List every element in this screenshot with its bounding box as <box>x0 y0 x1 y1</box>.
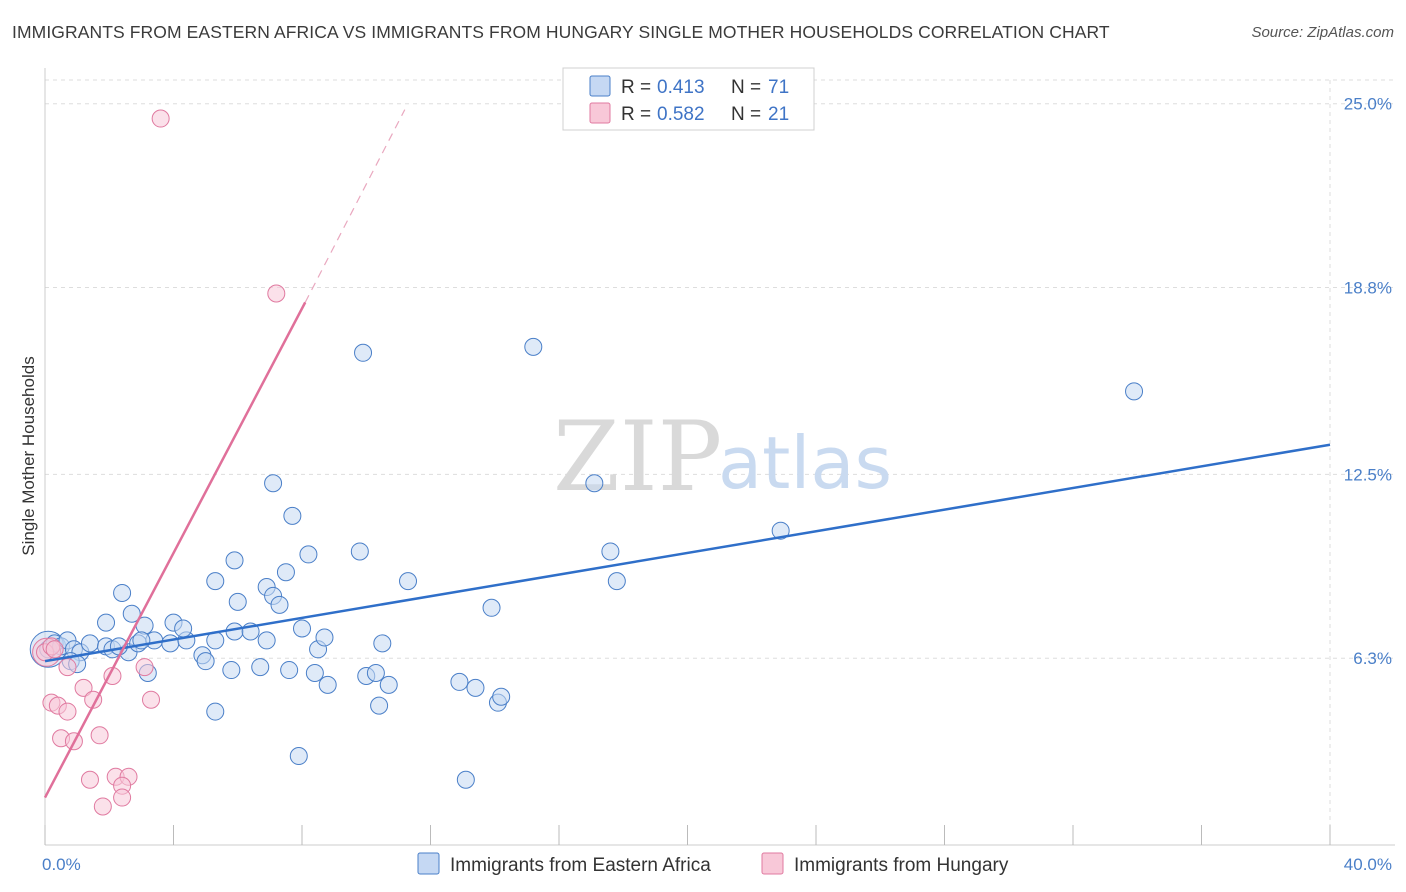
data-point-1-17 <box>113 788 132 807</box>
data-point-0-60 <box>771 521 790 540</box>
data-point-0-25 <box>318 675 337 694</box>
data-point-0-65 <box>450 672 469 691</box>
data-point-0-47 <box>399 572 418 591</box>
trend-line-hungary-extension <box>304 109 406 303</box>
data-point-0-54 <box>283 506 302 525</box>
trend-line-hungary <box>43 301 307 799</box>
legend-swatch-blue <box>589 75 611 97</box>
data-point-0-55 <box>354 343 373 362</box>
chart-title: IMMIGRANTS FROM EASTERN AFRICA VS IMMIGR… <box>12 22 1110 42</box>
y-tick-label-2: 18.8% <box>1344 279 1392 298</box>
data-point-0-68 <box>289 747 308 766</box>
data-point-1-4 <box>74 678 93 697</box>
data-point-0-58 <box>601 542 620 561</box>
correlation-legend: R = 0.413 N = 71 R = 0.582 N = 21 <box>562 67 815 131</box>
watermark-zip: ZIP <box>553 401 722 513</box>
data-point-0-28 <box>379 675 398 694</box>
data-point-0-46 <box>350 542 369 561</box>
x-tick-labels: 0.0% 40.0% <box>42 855 1392 874</box>
data-point-0-70 <box>456 770 475 789</box>
data-point-0-41 <box>206 572 225 591</box>
data-point-1-22 <box>267 284 286 303</box>
y-axis-label: Single Mother Households <box>19 356 38 555</box>
data-point-1-19 <box>135 658 154 677</box>
legend-n-label-blue: N = <box>731 77 761 98</box>
data-point-0-34 <box>225 622 244 641</box>
legend-n-value-pink: 21 <box>768 104 789 125</box>
data-point-0-69 <box>370 696 389 715</box>
bottom-legend-swatch-blue <box>417 852 440 875</box>
data-point-0-38 <box>270 595 289 614</box>
data-point-0-57 <box>585 474 604 493</box>
data-point-0-48 <box>373 634 392 653</box>
bottom-legend-label-pink: Immigrants from Hungary <box>794 855 1009 876</box>
data-point-1-20 <box>142 690 161 709</box>
data-point-0-14 <box>161 634 180 653</box>
data-point-1-2 <box>45 640 64 659</box>
trend-line-eastern-africa <box>44 443 1331 663</box>
data-point-0-29 <box>113 583 132 602</box>
data-point-1-9 <box>58 702 77 721</box>
x-tick-label-1: 40.0% <box>1344 855 1392 874</box>
data-point-0-61 <box>1125 382 1144 401</box>
source-label: Source: ZipAtlas.com <box>1251 24 1394 41</box>
data-point-0-59 <box>607 572 626 591</box>
data-point-0-43 <box>228 592 247 611</box>
data-point-0-44 <box>276 563 295 582</box>
data-point-0-27 <box>366 664 385 683</box>
data-point-0-67 <box>206 702 225 721</box>
bottom-legend-label-blue: Immigrants from Eastern Africa <box>450 855 711 876</box>
data-point-0-21 <box>222 661 241 680</box>
watermark-atlas: atlas <box>718 421 892 505</box>
data-point-0-49 <box>315 628 334 647</box>
data-point-0-17 <box>257 631 276 650</box>
data-point-0-62 <box>482 598 501 617</box>
legend-r-value-pink: 0.582 <box>657 104 705 125</box>
y-tick-labels: 6.3% 12.5% 18.8% 25.0% <box>1344 95 1392 668</box>
data-point-1-3 <box>58 658 77 677</box>
data-point-0-30 <box>97 613 116 632</box>
legend-r-label-pink: R = <box>621 104 651 125</box>
legend-r-label-blue: R = <box>621 77 651 98</box>
data-point-1-18 <box>93 797 112 816</box>
x-tick-label-0: 0.0% <box>42 855 81 874</box>
data-point-0-53 <box>264 474 283 493</box>
data-point-1-15 <box>80 770 99 789</box>
data-point-0-8 <box>80 634 99 653</box>
y-tick-label-3: 25.0% <box>1344 95 1392 114</box>
data-point-0-33 <box>174 619 193 638</box>
data-point-0-23 <box>280 661 299 680</box>
data-point-1-21 <box>151 109 170 128</box>
legend-n-label-pink: N = <box>731 104 761 125</box>
y-tick-label-0: 6.3% <box>1353 649 1392 668</box>
series-legend: Immigrants from Eastern Africa Immigrant… <box>417 852 1009 876</box>
legend-r-value-blue: 0.413 <box>657 77 705 98</box>
data-points <box>29 109 1144 816</box>
data-point-0-45 <box>299 545 318 564</box>
data-point-0-22 <box>251 658 270 677</box>
series-hungary-points <box>32 109 286 816</box>
legend-n-value-blue: 71 <box>768 77 789 98</box>
data-point-0-20 <box>196 652 215 671</box>
data-point-0-42 <box>225 551 244 570</box>
legend-swatch-pink <box>589 102 611 124</box>
watermark: ZIP atlas <box>553 401 892 513</box>
trend-lines <box>43 109 1331 799</box>
y-tick-label-1: 12.5% <box>1344 465 1392 484</box>
data-point-0-66 <box>466 678 485 697</box>
data-point-0-24 <box>305 664 324 683</box>
data-point-0-39 <box>293 619 311 638</box>
axes <box>44 68 1395 846</box>
bottom-legend-swatch-pink <box>761 852 784 875</box>
data-point-0-56 <box>524 337 543 356</box>
data-point-0-64 <box>492 687 511 706</box>
data-point-1-10 <box>90 726 109 745</box>
